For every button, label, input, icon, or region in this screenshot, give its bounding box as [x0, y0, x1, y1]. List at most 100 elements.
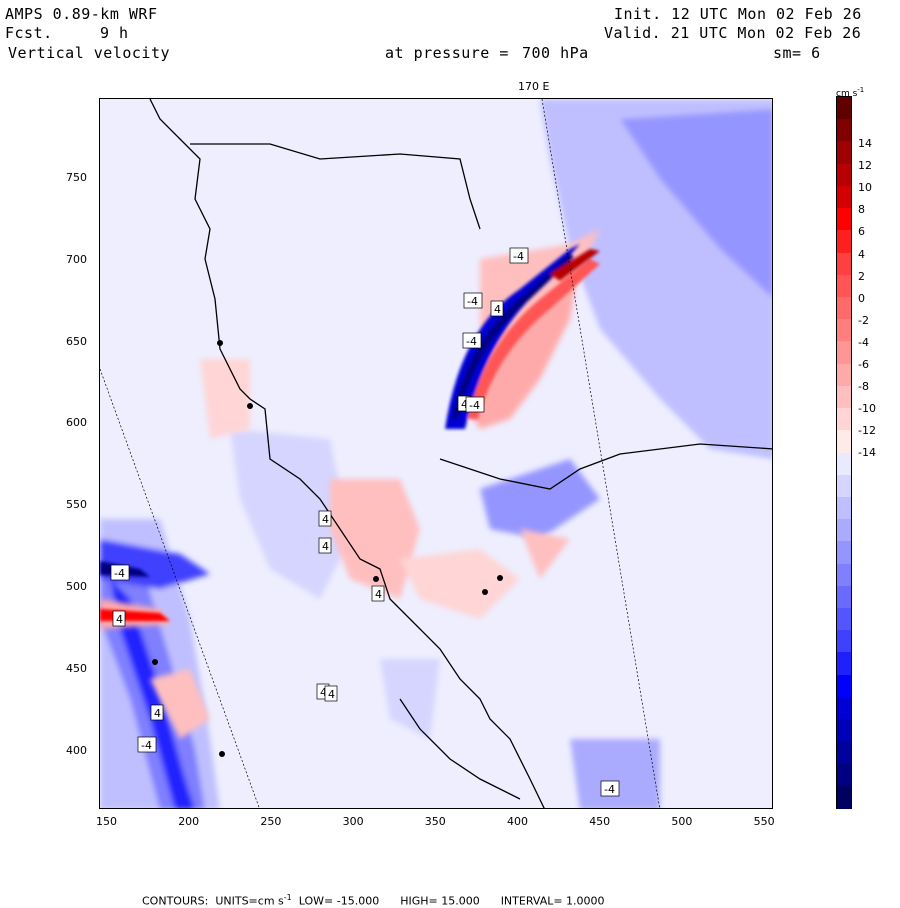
pressure-label: at pressure =: [385, 44, 509, 62]
contour-label: -4: [463, 292, 483, 309]
colorbar-tick-label: -12: [858, 424, 876, 438]
coastline-north: [190, 143, 481, 230]
colorbar-segment: [837, 585, 851, 609]
colorbar-segment: [837, 119, 851, 142]
x-tick-label: 150: [96, 815, 117, 828]
valid-time: Valid. 21 UTC Mon 02 Feb 26: [604, 24, 862, 42]
colorbar-tick-label: 10: [858, 181, 872, 195]
colorbar-segment: [837, 408, 851, 431]
colorbar-tick-label: 14: [858, 137, 872, 150]
contour-label: 4: [150, 704, 164, 721]
colorbar-segment: [837, 341, 851, 365]
svg-text:-4: -4: [141, 739, 152, 752]
model-title: AMPS 0.89-km WRF: [5, 5, 158, 23]
colorbar-segment: [837, 519, 851, 542]
init-time: Init. 12 UTC Mon 02 Feb 26: [614, 5, 862, 23]
y-tick-label: 400: [66, 743, 87, 757]
svg-text:4: 4: [322, 513, 329, 526]
contour-label: -4: [137, 736, 157, 753]
colorbar-segment: [837, 97, 851, 120]
pressure-value: 700 hPa: [522, 44, 589, 62]
colorbar-segment: [837, 741, 851, 765]
y-tick-label: 450: [66, 661, 87, 675]
x-tick-label: 300: [342, 815, 364, 828]
svg-text:4: 4: [375, 588, 382, 601]
colorbar-segment: [837, 719, 851, 742]
colorbar-segment: [837, 274, 851, 298]
forecast-hour: 9 h: [100, 24, 129, 42]
contour-label: -4: [465, 396, 485, 413]
colorbar-segment: [837, 252, 851, 276]
coastline-west: [149, 99, 545, 808]
colorbar-tick-label: -10: [858, 402, 876, 416]
colorbar-tick-label: -6: [858, 358, 869, 371]
colorbar-segment: [837, 785, 851, 809]
field-name: Vertical velocity: [8, 44, 171, 62]
contour-label: 4: [324, 685, 338, 702]
y-tick-label: 600: [66, 416, 87, 430]
meridian-label: 170 E: [518, 80, 550, 93]
svg-text:4: 4: [154, 707, 161, 720]
svg-text:4: 4: [320, 686, 327, 699]
contour-label: 4: [112, 610, 126, 627]
colorbar-tick-label: 2: [858, 269, 865, 283]
colorbar-segment: [837, 763, 851, 787]
x-tick-label: 350: [424, 815, 446, 828]
colorbar-segment: [837, 185, 851, 209]
svg-text:-4: -4: [604, 783, 615, 796]
colorbar-tick-label: 4: [858, 247, 865, 261]
colorbar-segment: [837, 563, 851, 587]
colorbar-segment: [837, 696, 851, 720]
colorbar-segment: [837, 674, 851, 698]
svg-text:-4: -4: [467, 295, 478, 308]
colorbar-segment: [837, 208, 851, 231]
y-tick-label: 700: [66, 252, 87, 266]
colorbar-segment: [837, 430, 851, 453]
vertical-velocity-map: 4 4 4 4 -4 -4 4 -4 4 4 -4 4 -4 4 -4 -4: [99, 98, 773, 809]
colorbar: [836, 96, 852, 809]
colorbar-segment: [837, 141, 851, 165]
colorbar-tick-label: 8: [858, 203, 865, 217]
x-tick-label: 250: [260, 815, 282, 828]
colorbar-segment: [837, 541, 851, 565]
colorbar-tick-label: -4: [858, 335, 869, 349]
colorbar-tick-label: 12: [858, 159, 872, 173]
svg-text:4: 4: [116, 613, 123, 626]
colorbar-segment: [837, 630, 851, 653]
station-markers: [152, 340, 503, 757]
colorbar-segment: [837, 452, 851, 476]
svg-text:-4: -4: [469, 399, 480, 412]
svg-text:4: 4: [328, 688, 335, 701]
colorbar-segment: [837, 385, 851, 409]
colorbar-segment: [837, 652, 851, 676]
svg-text:-4: -4: [114, 567, 125, 580]
y-tick-label: 750: [66, 171, 87, 184]
x-tick-label: 400: [507, 815, 528, 828]
colorbar-segment: [837, 474, 851, 498]
meridian-line: [541, 99, 661, 808]
colorbar-tick-label: 6: [858, 225, 865, 239]
colorbar-segment: [837, 608, 851, 631]
colorbar-segment: [837, 363, 851, 387]
coastline-east: [439, 443, 772, 490]
x-tick-label: 450: [589, 815, 611, 828]
y-tick-label: 550: [66, 498, 87, 512]
contour-label: -4: [509, 247, 529, 264]
colorbar-segment: [837, 296, 851, 320]
svg-text:4: 4: [461, 398, 468, 411]
contour-info: CONTOURS: UNITS=cm s-1 LOW= -15.000 HIGH…: [142, 893, 605, 908]
y-tick-label: 650: [66, 334, 87, 348]
x-tick-label: 500: [671, 815, 693, 828]
contour-label: -4: [462, 332, 482, 349]
contour-label: 4: [371, 585, 385, 602]
colorbar-tick-label: -14: [858, 446, 876, 460]
smoothing-label: sm= 6: [773, 44, 821, 62]
x-tick-label: 200: [178, 815, 200, 828]
colorbar-tick-label: -2: [858, 313, 869, 327]
contour-label: 4: [318, 537, 332, 554]
colorbar-units: cm s-1: [836, 86, 865, 99]
colorbar-tick-label: -8: [858, 380, 869, 394]
contour-label: -4: [600, 780, 620, 797]
svg-text:4: 4: [494, 303, 501, 316]
colorbar-tick-label: 0: [858, 291, 865, 305]
